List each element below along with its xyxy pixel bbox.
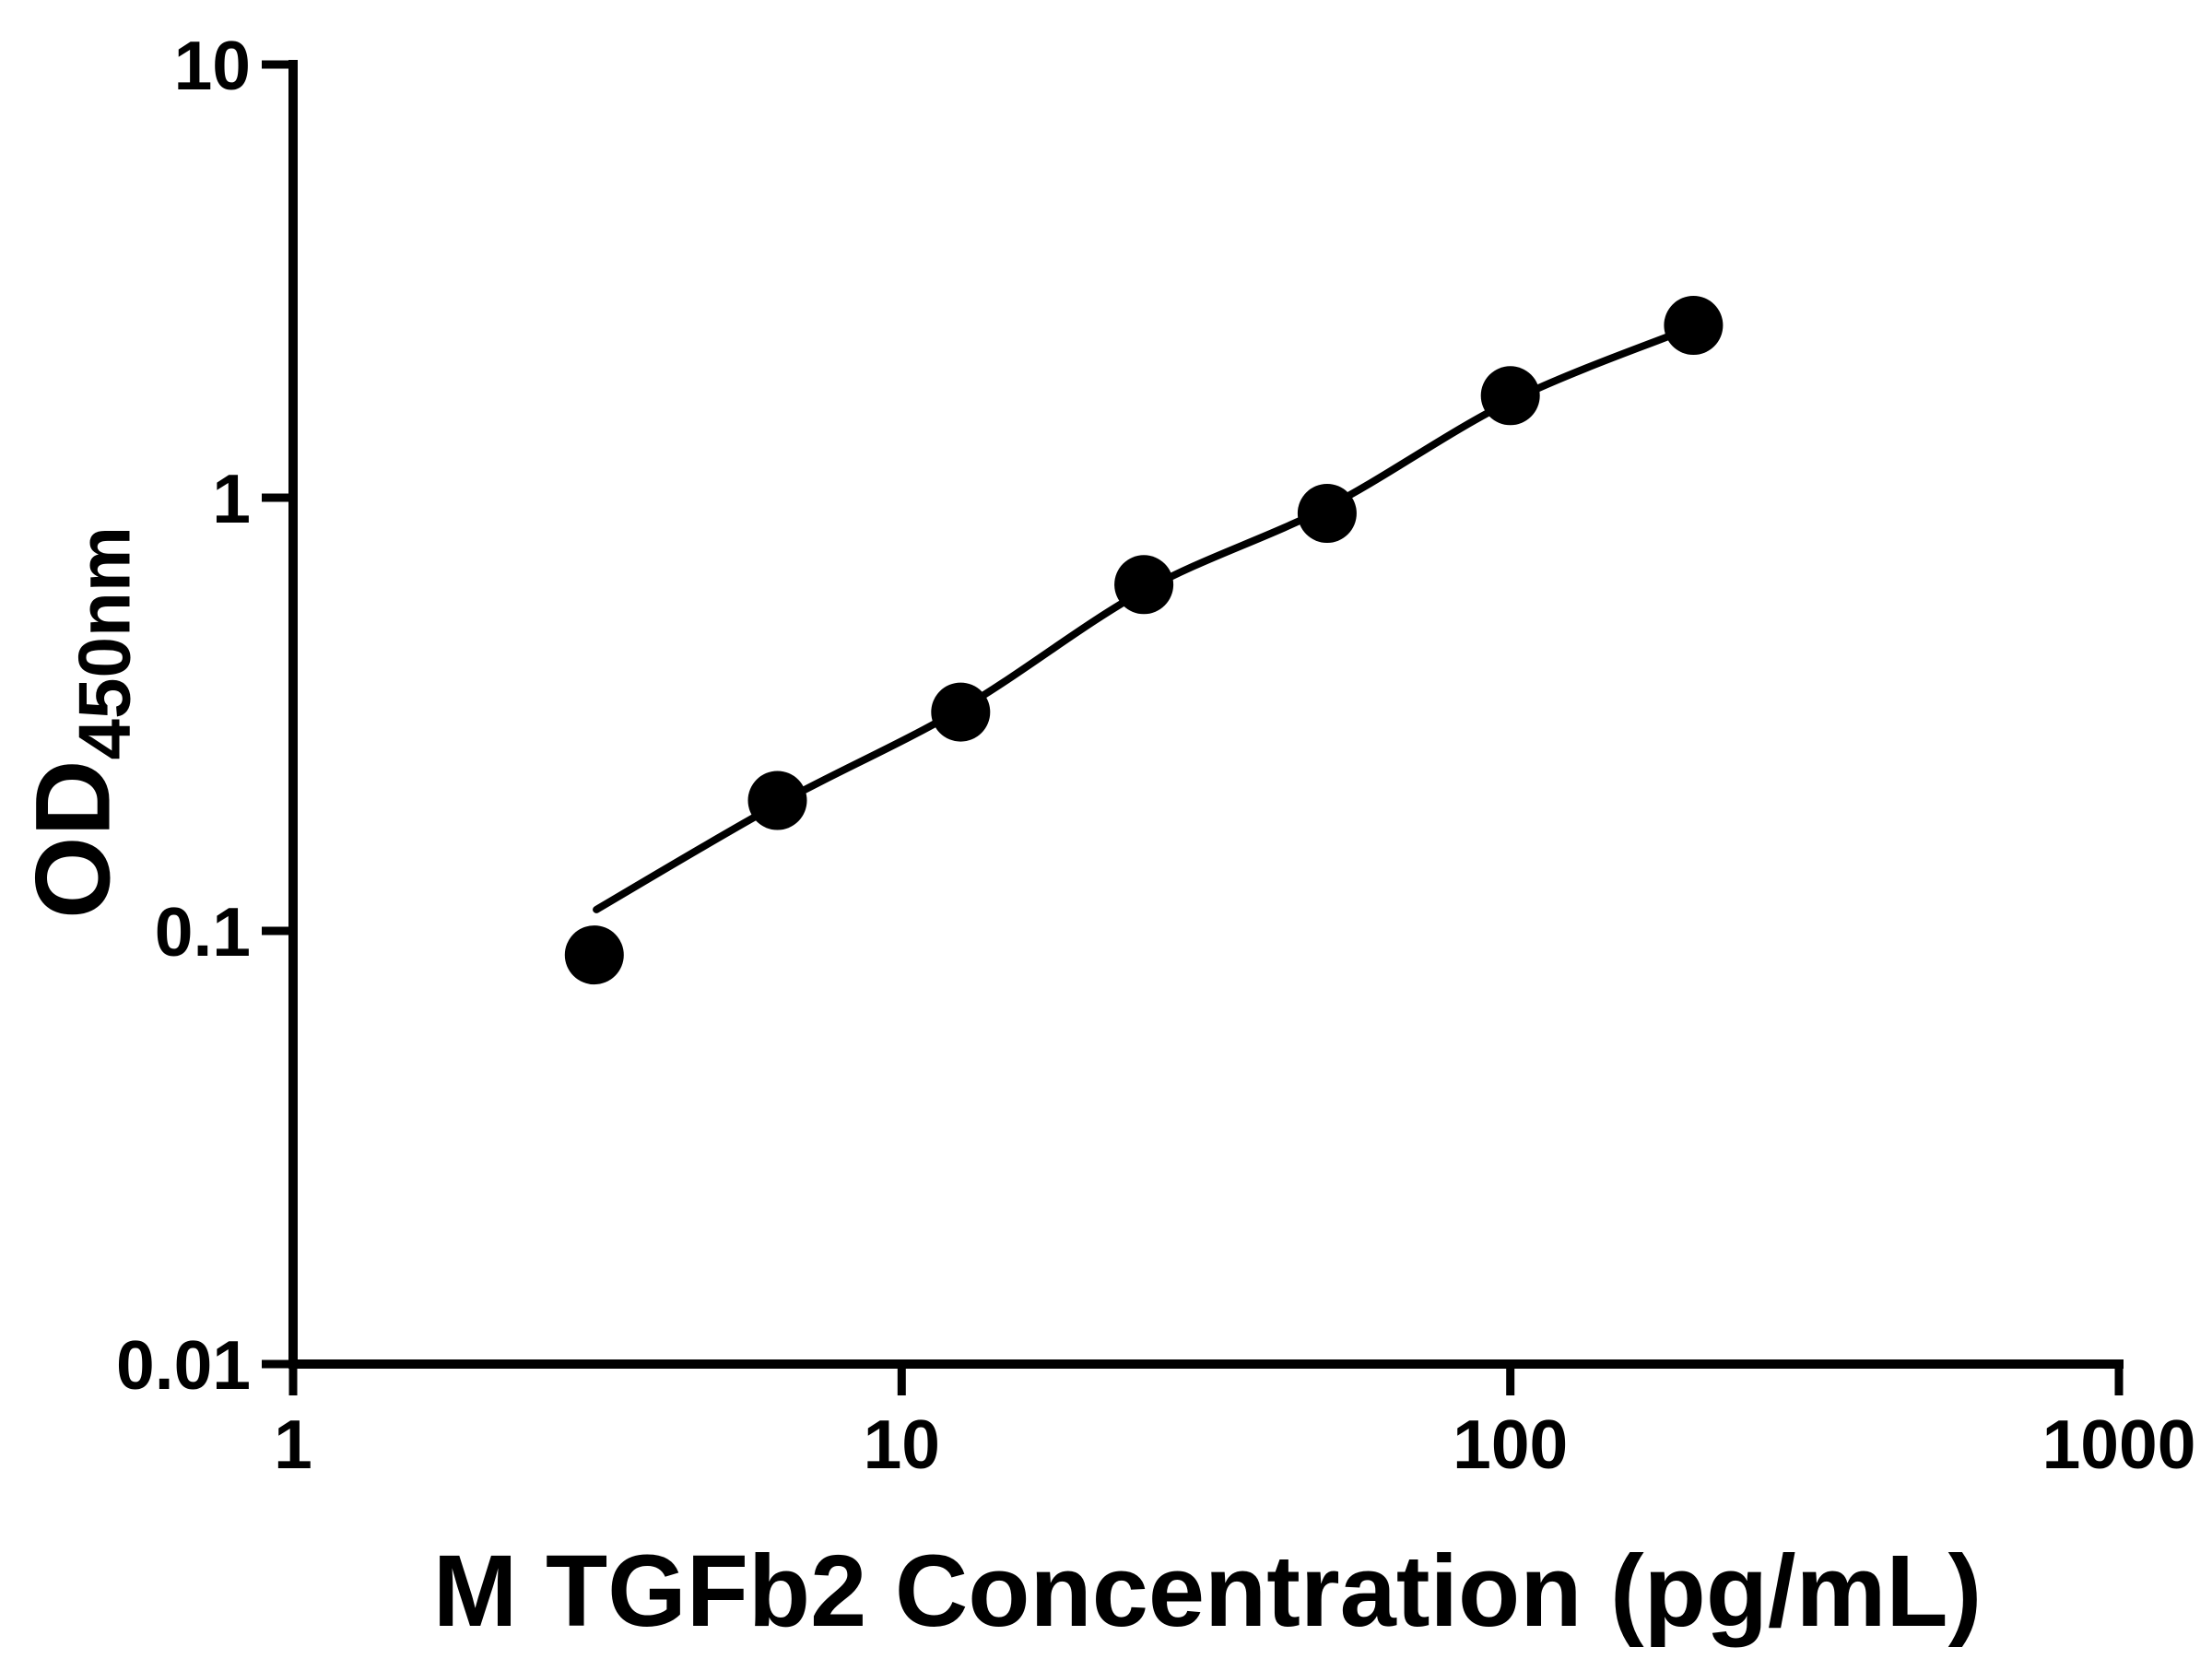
- data-point: [747, 771, 807, 830]
- axis-lines: [288, 60, 2124, 1369]
- y-axis-label-subscript: 450nm: [63, 526, 146, 760]
- data-point: [1297, 484, 1357, 543]
- x-axis-label: M TGFb2 Concentration (pg/mL): [432, 1535, 1983, 1648]
- y-axis-tick-label: 0.1: [155, 893, 251, 971]
- y-axis-label-main: OD: [14, 759, 133, 919]
- data-point: [931, 682, 991, 742]
- data-point: [564, 925, 624, 985]
- y-axis-tick-label: 0.01: [116, 1326, 251, 1404]
- data-point: [1664, 296, 1724, 355]
- data-point: [1114, 555, 1174, 615]
- y-axis-label: OD450nm: [15, 526, 146, 919]
- x-axis-tick-label: 100: [1453, 1406, 1568, 1483]
- x-axis-tick-label: 10: [864, 1406, 940, 1483]
- y-axis-tick-label: 10: [174, 27, 251, 104]
- data-point: [1480, 366, 1540, 426]
- x-axis-tick-label: 1000: [2042, 1406, 2196, 1483]
- x-axis-tick-label: 1: [274, 1406, 312, 1483]
- y-axis-tick-label: 1: [212, 460, 251, 537]
